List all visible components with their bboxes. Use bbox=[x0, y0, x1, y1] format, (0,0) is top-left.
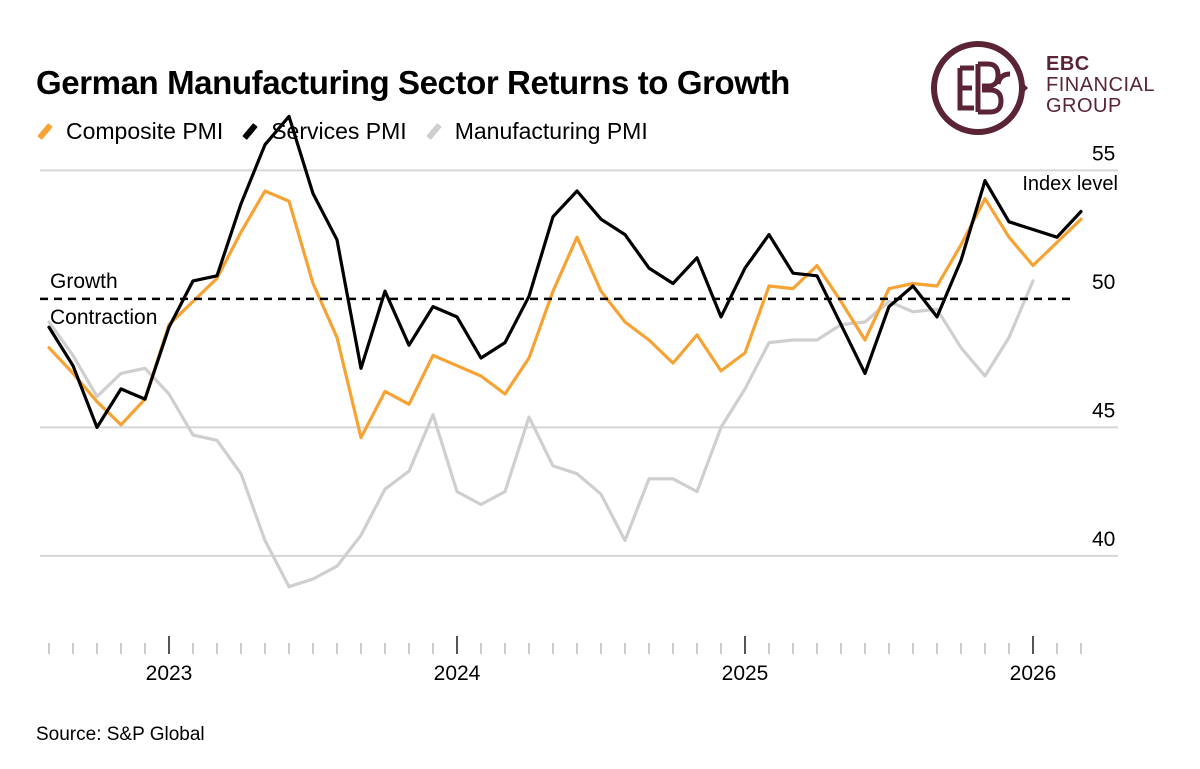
y-axis-title: Index level bbox=[1022, 173, 1118, 195]
y-tick-label-45: 45 bbox=[1092, 399, 1115, 422]
legend-label-services: Services PMI bbox=[271, 118, 407, 144]
legend: Composite PMI Services PMI Manufacturing P… bbox=[36, 118, 666, 145]
y-tick-label-40: 40 bbox=[1092, 528, 1115, 551]
logo-group-text: GROUP bbox=[1046, 95, 1122, 117]
legend-item-composite: Composite PMI bbox=[36, 118, 223, 145]
x-tick-label-2026: 2026 bbox=[1010, 662, 1057, 685]
y-tick-label-50: 50 bbox=[1092, 271, 1115, 294]
contraction-label: Contraction bbox=[50, 306, 157, 329]
logo-ebc-text: EBC bbox=[1046, 53, 1090, 75]
legend-label-composite: Composite PMI bbox=[66, 118, 224, 144]
ebc-logo-mark-icon bbox=[931, 41, 1028, 135]
y-axis-labels: 40 45 50 55 Index level bbox=[1022, 142, 1118, 551]
legend-item-services: Services PMI bbox=[241, 118, 407, 145]
logo-financial-text: FINANCIAL bbox=[1046, 74, 1155, 96]
x-tick-label-2024: 2024 bbox=[434, 662, 481, 685]
ebc-logo: EBC FINANCIAL GROUP bbox=[928, 40, 1168, 136]
legend-swatch-services bbox=[242, 123, 258, 140]
series-lines bbox=[47, 114, 1083, 589]
series-line-services bbox=[47, 114, 1083, 429]
chart-title: German Manufacturing Sector Returns to G… bbox=[36, 64, 790, 101]
x-tick-label-2023: 2023 bbox=[146, 662, 193, 685]
y-tick-label-55: 55 bbox=[1092, 142, 1115, 165]
series-line-manufacturing bbox=[47, 279, 1035, 589]
reference-line: Growth Contraction bbox=[40, 270, 1076, 329]
legend-swatch-manufacturing bbox=[425, 123, 442, 140]
growth-label: Growth bbox=[50, 270, 118, 293]
gridlines bbox=[40, 169, 1118, 557]
legend-label-manufacturing: Manufacturing PMI bbox=[454, 118, 648, 144]
x-axis: 2023 2024 2025 2026 bbox=[48, 636, 1082, 685]
series-line-composite bbox=[47, 189, 1083, 440]
legend-swatch-composite bbox=[37, 123, 53, 140]
x-tick-label-2025: 2025 bbox=[722, 662, 769, 685]
legend-item-manufacturing: Manufacturing PMI bbox=[425, 118, 648, 145]
source-note: Source: S&P Global bbox=[36, 724, 205, 745]
